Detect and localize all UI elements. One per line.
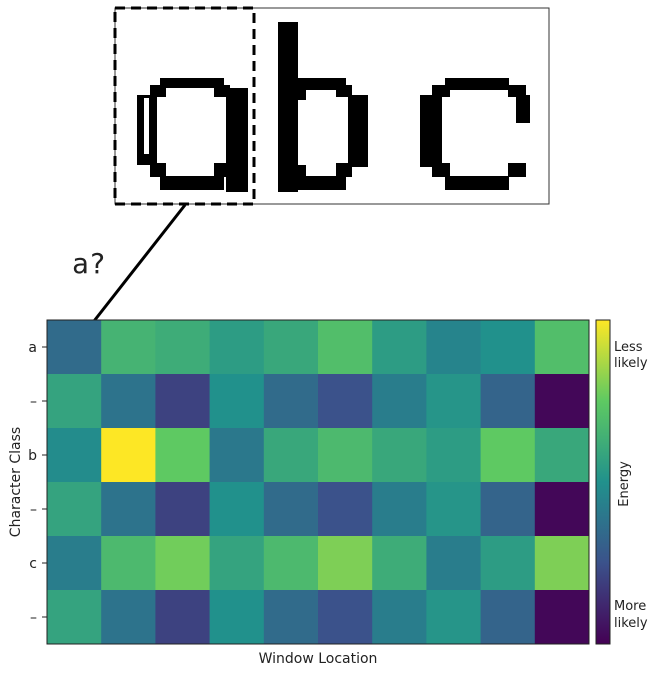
y-tick-label: – bbox=[30, 502, 37, 518]
heatmap-cell bbox=[209, 320, 265, 375]
heatmap-cell bbox=[209, 590, 265, 645]
heatmap-cell bbox=[101, 320, 156, 375]
heatmap-cell bbox=[155, 536, 211, 591]
heatmap-cell bbox=[480, 374, 536, 429]
query-label: a? bbox=[72, 247, 106, 280]
heatmap-cell bbox=[263, 428, 319, 483]
heatmap-cell bbox=[155, 320, 211, 375]
colorbar-top-label-line2: likely bbox=[614, 356, 648, 371]
heatmap-cell bbox=[155, 590, 211, 645]
heatmap-cell bbox=[426, 536, 482, 591]
glyph-letter-c bbox=[420, 78, 530, 190]
colorbar-bottom-label-line1: More bbox=[614, 599, 646, 614]
heatmap-cell bbox=[101, 482, 156, 537]
heatmap-cell bbox=[426, 428, 482, 483]
heatmap-cell bbox=[480, 536, 536, 591]
glyph-letter-a bbox=[137, 78, 248, 192]
heatmap-cell bbox=[209, 428, 265, 483]
heatmap-cell bbox=[47, 482, 102, 537]
heatmap-cell bbox=[372, 590, 427, 645]
heatmap-cell bbox=[318, 590, 373, 645]
glyph-letter-b bbox=[278, 22, 368, 192]
heatmap-cell bbox=[263, 374, 319, 429]
heatmap-cell bbox=[318, 320, 373, 375]
glyph-strip bbox=[113, 6, 550, 206]
heatmap-cell bbox=[480, 482, 536, 537]
heatmap-cell bbox=[534, 320, 590, 375]
heatmap-cell bbox=[318, 428, 373, 483]
heatmap-cell bbox=[101, 374, 156, 429]
heatmap-cell bbox=[101, 536, 156, 591]
heatmap-cell bbox=[47, 320, 102, 375]
heatmap-cell bbox=[318, 536, 373, 591]
heatmap-cell bbox=[263, 536, 319, 591]
y-axis-ticks: a – b – c – bbox=[28, 340, 47, 626]
heatmap-cell bbox=[426, 320, 482, 375]
heatmap-cell bbox=[47, 374, 102, 429]
y-tick-label: b bbox=[28, 448, 37, 464]
heatmap-cell bbox=[155, 482, 211, 537]
heatmap-cell bbox=[372, 428, 427, 483]
heatmap-cell bbox=[155, 374, 211, 429]
y-tick-label: c bbox=[29, 556, 37, 572]
heatmap-cell bbox=[426, 482, 482, 537]
heatmap-cell bbox=[426, 590, 482, 645]
colorbar-top-label-line1: Less bbox=[614, 340, 643, 355]
heatmap-cell bbox=[101, 428, 156, 483]
y-tick-label: – bbox=[30, 394, 37, 410]
colorbar-bottom-label-line2: likely bbox=[614, 616, 648, 631]
heatmap bbox=[47, 320, 590, 645]
heatmap-cell bbox=[47, 536, 102, 591]
heatmap-cell bbox=[426, 374, 482, 429]
y-tick-label: a bbox=[28, 340, 37, 356]
y-tick-label: – bbox=[30, 610, 37, 626]
heatmap-cell bbox=[372, 482, 427, 537]
heatmap-frame bbox=[46, 319, 590, 645]
heatmap-cell bbox=[534, 590, 590, 645]
heatmap-cell bbox=[47, 590, 102, 645]
heatmap-cell bbox=[534, 428, 590, 483]
heatmap-cell bbox=[372, 374, 427, 429]
heatmap-cell bbox=[372, 536, 427, 591]
heatmap-cell bbox=[534, 482, 590, 537]
heatmap-cell bbox=[318, 482, 373, 537]
heatmap-cell bbox=[372, 320, 427, 375]
heatmap-cell bbox=[318, 374, 373, 429]
x-axis-label: Window Location bbox=[259, 651, 378, 667]
heatmap-cell bbox=[534, 374, 590, 429]
y-axis-label: Character Class bbox=[8, 427, 24, 537]
heatmap-cell bbox=[263, 482, 319, 537]
selection-window bbox=[113, 6, 256, 206]
colorbar-energy-label: Energy bbox=[617, 461, 632, 507]
heatmap-cell bbox=[47, 428, 102, 483]
heatmap-cell bbox=[101, 590, 156, 645]
heatmap-cell bbox=[209, 374, 265, 429]
heatmap-cell bbox=[534, 536, 590, 591]
heatmap-cell bbox=[209, 536, 265, 591]
heatmap-cell bbox=[263, 590, 319, 645]
heatmap-cell bbox=[480, 590, 536, 645]
heatmap-cell bbox=[209, 482, 265, 537]
heatmap-cell bbox=[263, 320, 319, 375]
heatmap-cell bbox=[155, 428, 211, 483]
heatmap-cell bbox=[480, 320, 536, 375]
heatmap-cell bbox=[480, 428, 536, 483]
glyph-strip-frame bbox=[114, 7, 550, 205]
colorbar bbox=[595, 319, 611, 645]
